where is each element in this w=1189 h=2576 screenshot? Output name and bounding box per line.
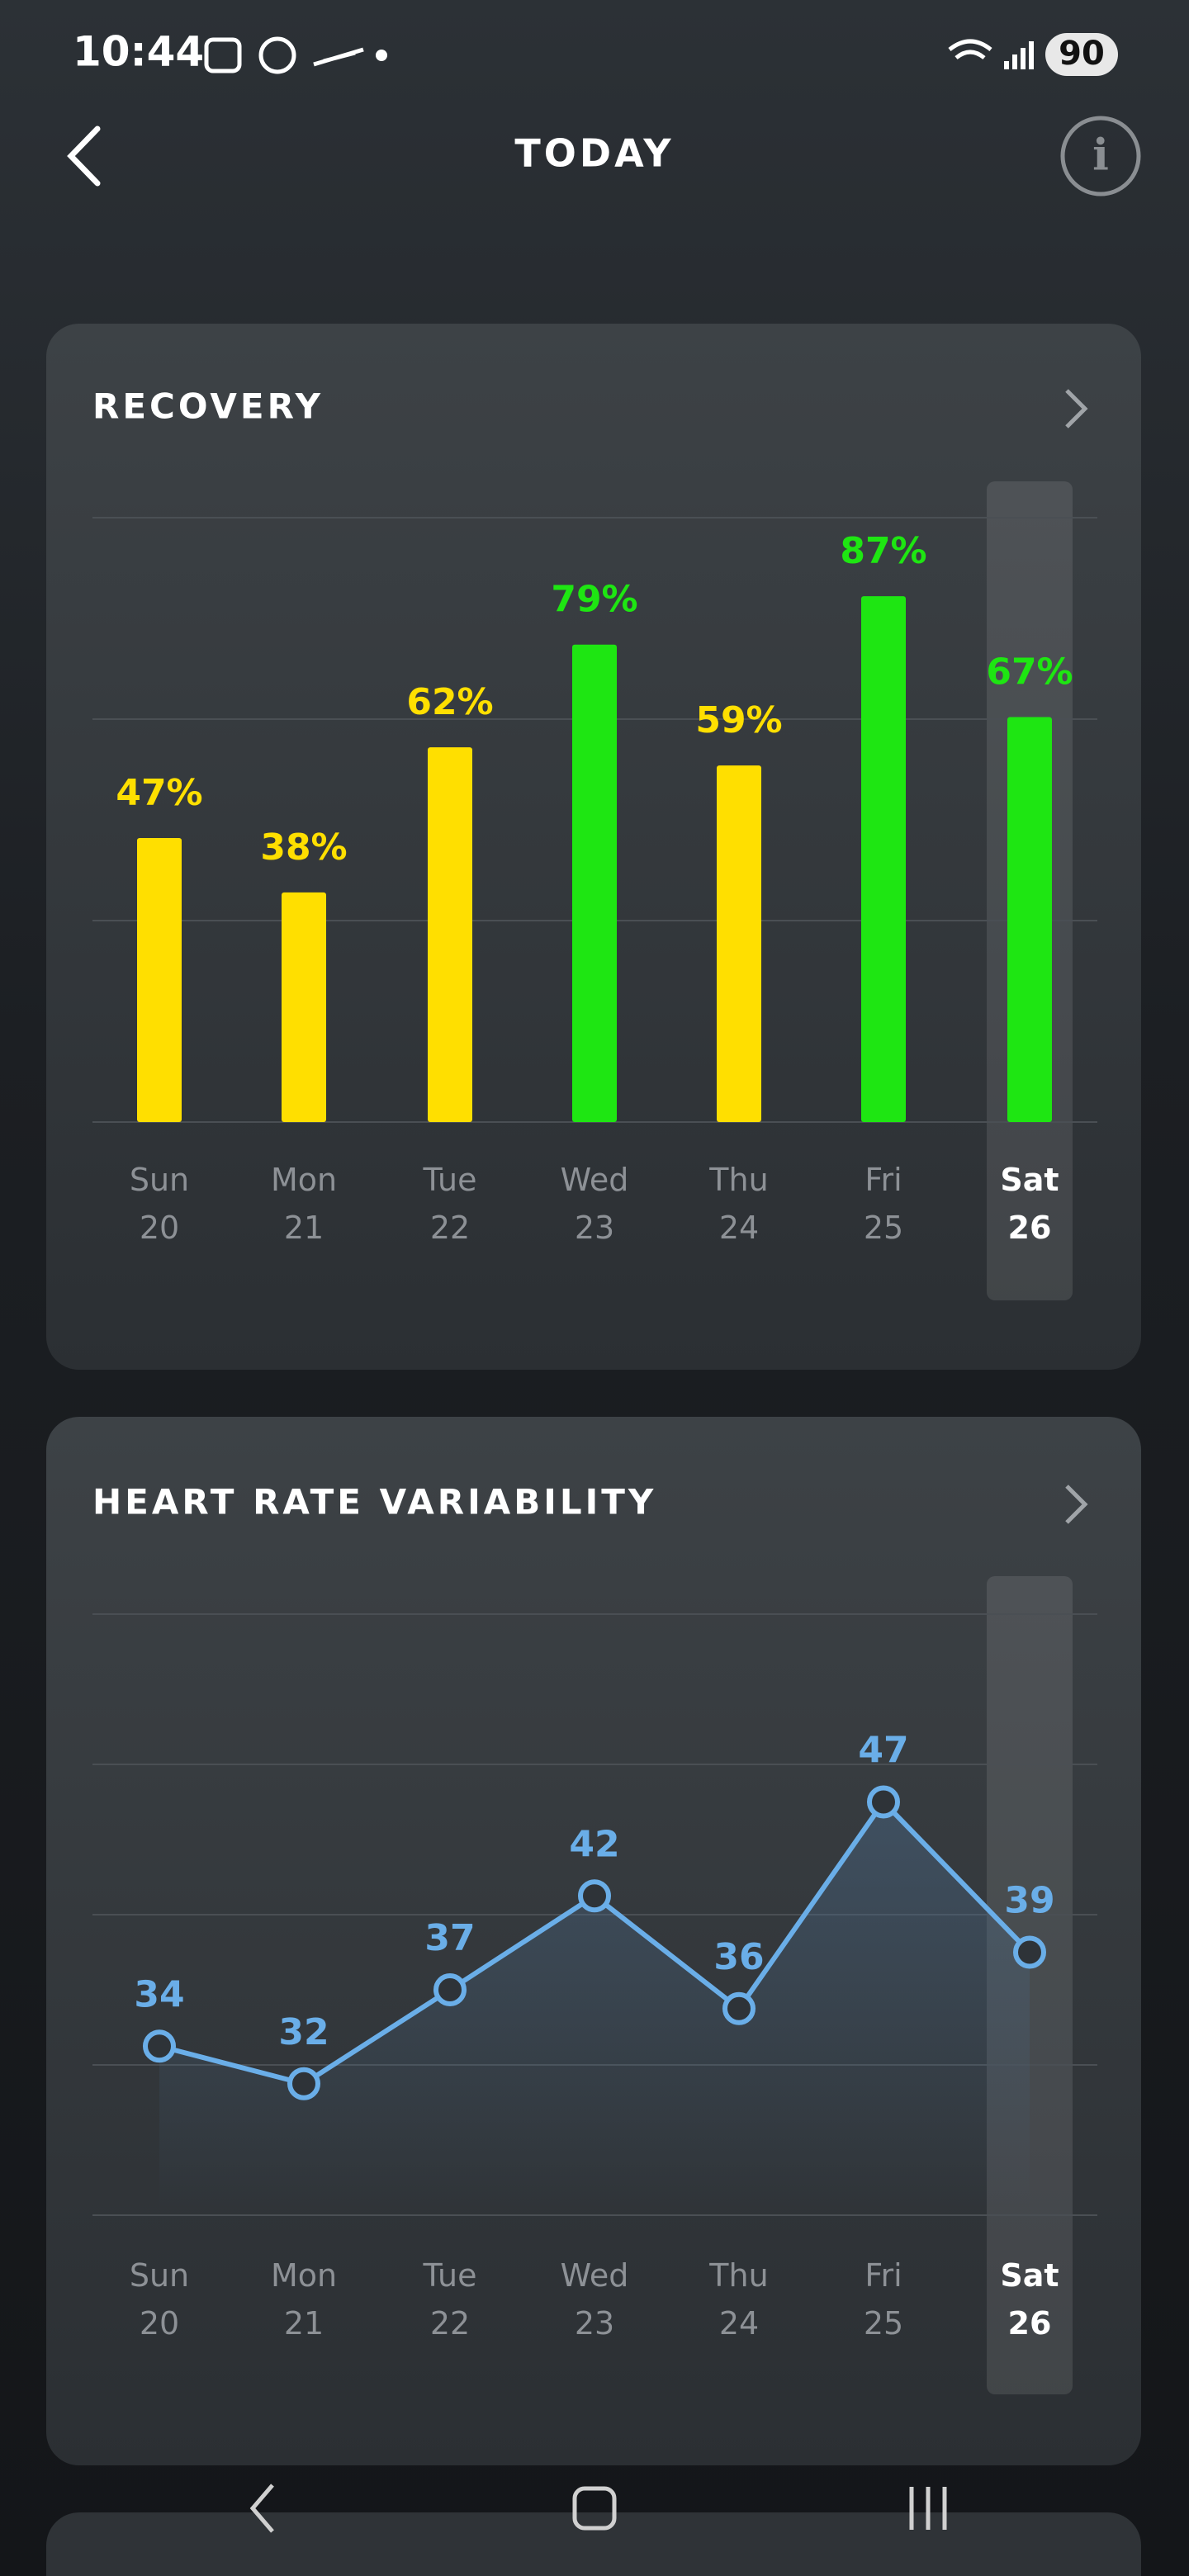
value-label: 87%: [840, 530, 926, 572]
nav-back[interactable]: [249, 2484, 274, 2533]
x-tick-label: Thu 24: [709, 1162, 769, 1246]
value-label: 32: [278, 2011, 329, 2053]
value-label: 39: [1004, 1880, 1054, 1922]
x-tick-label: Wed 23: [560, 1162, 629, 1246]
bar: [717, 765, 761, 1122]
bar: [1007, 717, 1052, 1122]
bar: [428, 747, 472, 1122]
nav-recents[interactable]: [909, 2487, 947, 2530]
svg-text:i: i: [1092, 130, 1109, 181]
value-label: 38%: [260, 826, 347, 869]
status-dot: [376, 50, 387, 61]
bar: [282, 892, 326, 1122]
chevron[interactable]: [1065, 389, 1088, 429]
x-tick-label: Tue 22: [423, 2257, 477, 2342]
x-tick-label: Sat 26: [1000, 2257, 1059, 2342]
card-title: HEART RATE VARIABILITY: [92, 1482, 656, 1522]
point: [867, 1785, 900, 1819]
x-tick-label: Sun 20: [129, 1162, 190, 1246]
card: [46, 2512, 1141, 2576]
bar: [861, 596, 906, 1122]
x-tick-label: Tue 22: [423, 1162, 477, 1246]
point: [1013, 1935, 1046, 1969]
x-tick-label: Thu 24: [709, 2257, 769, 2342]
battery-level: 90: [1059, 35, 1105, 73]
wifi-icon: [948, 39, 992, 60]
point: [433, 1973, 467, 2006]
value-label: 59%: [695, 699, 782, 741]
status-icons: [204, 36, 364, 74]
card-title: RECOVERY: [92, 386, 324, 427]
point: [143, 2029, 176, 2063]
x-tick-label: Mon 21: [270, 2257, 338, 2342]
value-label: 42: [569, 1823, 619, 1865]
value-label: 34: [134, 1973, 184, 2015]
x-tick-label: Fri 25: [863, 1162, 904, 1246]
value-label: 62%: [406, 681, 493, 723]
info-button[interactable]: i: [1060, 116, 1141, 197]
value-label: 36: [713, 1936, 764, 1978]
x-tick-label: Sat 26: [1000, 1162, 1059, 1246]
x-tick-label: Fri 25: [863, 2257, 904, 2342]
chevron[interactable]: [1065, 1485, 1088, 1524]
signal-icons: [1004, 41, 1034, 69]
x-tick-label: Sun 20: [129, 2257, 190, 2342]
value-label: 47: [858, 1730, 908, 1772]
x-tick-label: Mon 21: [270, 1162, 338, 1246]
bar: [572, 644, 617, 1122]
value-label: 47%: [116, 772, 202, 814]
back-button[interactable]: [67, 125, 101, 187]
x-tick-label: Wed 23: [560, 2257, 629, 2342]
value-label: 79%: [551, 579, 637, 621]
point: [287, 2067, 320, 2100]
battery: [1045, 33, 1118, 76]
page-title: TODAY: [514, 131, 674, 176]
point: [578, 1879, 611, 1913]
point: [722, 1991, 756, 2025]
nav-home[interactable]: [572, 2486, 617, 2531]
value-label: 37: [424, 1917, 475, 1959]
value-label: 67%: [986, 651, 1073, 694]
status-time: 10:44: [73, 28, 204, 76]
bar: [137, 837, 182, 1122]
